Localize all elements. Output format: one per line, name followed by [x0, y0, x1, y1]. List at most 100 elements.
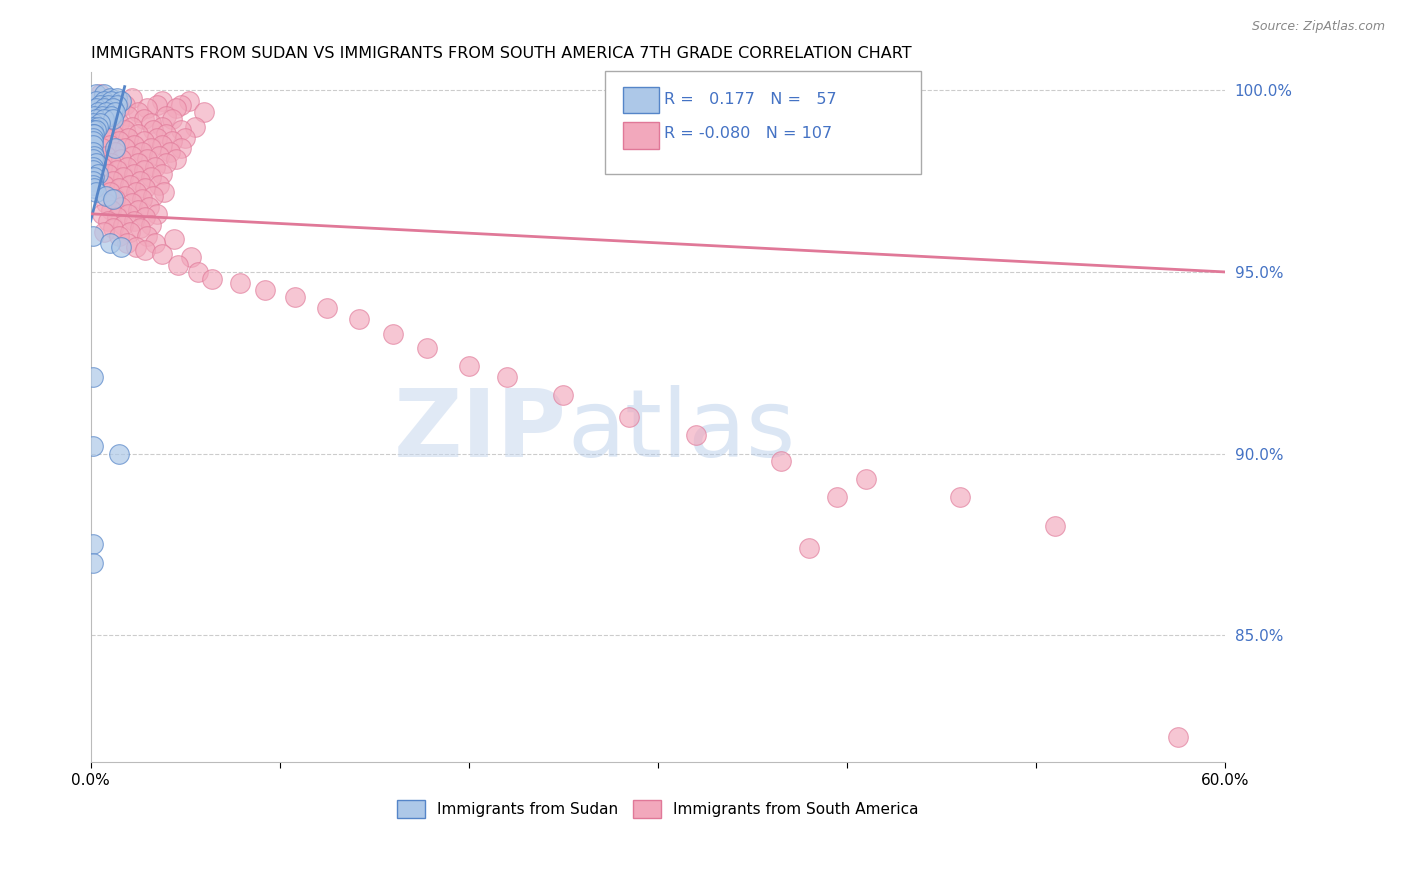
- Point: [82, 537, 104, 551]
- Point: [457, 359, 479, 374]
- Point: [98, 105, 121, 120]
- Point: [316, 301, 339, 316]
- Point: [125, 185, 148, 199]
- Point: [111, 170, 134, 185]
- Point: [170, 123, 193, 137]
- Point: [152, 120, 174, 134]
- Point: [104, 105, 127, 120]
- Point: [284, 290, 307, 304]
- Point: [94, 188, 117, 202]
- Point: [152, 167, 174, 181]
- Point: [114, 97, 136, 112]
- Point: [115, 235, 138, 250]
- Point: [152, 94, 174, 108]
- Point: [347, 312, 370, 326]
- Point: [84, 123, 107, 137]
- Point: [193, 105, 215, 120]
- Point: [84, 112, 107, 127]
- Point: [114, 123, 136, 137]
- Point: [148, 178, 170, 192]
- Point: [117, 207, 139, 221]
- Point: [103, 192, 125, 206]
- Point: [82, 556, 104, 570]
- Point: [108, 447, 131, 461]
- Point: [139, 116, 162, 130]
- Point: [94, 130, 117, 145]
- Point: [83, 109, 105, 123]
- Point: [382, 326, 405, 341]
- Text: IMMIGRANTS FROM SUDAN VS IMMIGRANTS FROM SOUTH AMERICA 7TH GRADE CORRELATION CHA: IMMIGRANTS FROM SUDAN VS IMMIGRANTS FROM…: [90, 46, 911, 62]
- Point: [83, 181, 105, 195]
- Point: [155, 109, 177, 123]
- Point: [134, 243, 156, 257]
- Point: [128, 174, 150, 188]
- Point: [115, 160, 138, 174]
- Point: [619, 410, 641, 425]
- Point: [127, 203, 149, 218]
- Point: [82, 178, 104, 192]
- Point: [416, 341, 439, 355]
- Point: [1167, 730, 1189, 744]
- Point: [97, 214, 120, 228]
- Point: [136, 228, 159, 243]
- Point: [139, 170, 162, 185]
- Point: [103, 174, 125, 188]
- Point: [84, 87, 107, 101]
- Point: [949, 490, 972, 504]
- Point: [152, 137, 174, 152]
- Point: [114, 188, 136, 202]
- Point: [98, 90, 121, 104]
- Point: [84, 156, 107, 170]
- Point: [103, 102, 125, 116]
- Point: [827, 490, 849, 504]
- Point: [159, 145, 181, 159]
- Point: [180, 251, 202, 265]
- Text: atlas: atlas: [567, 385, 796, 477]
- Point: [94, 105, 117, 120]
- Point: [146, 207, 169, 221]
- Point: [93, 112, 115, 127]
- Point: [105, 97, 128, 112]
- Point: [108, 102, 131, 116]
- Point: [104, 145, 127, 159]
- Point: [97, 97, 120, 112]
- Point: [105, 90, 128, 104]
- Point: [82, 127, 104, 141]
- Point: [170, 97, 193, 112]
- Point: [125, 239, 148, 253]
- Point: [84, 94, 107, 108]
- Point: [98, 120, 121, 134]
- Point: [108, 228, 131, 243]
- Point: [94, 109, 117, 123]
- Point: [122, 167, 145, 181]
- Point: [120, 178, 142, 192]
- Point: [146, 130, 169, 145]
- Point: [91, 109, 114, 123]
- Point: [82, 123, 104, 137]
- Point: [103, 127, 125, 141]
- Point: [165, 153, 187, 167]
- Point: [495, 370, 517, 384]
- Point: [82, 130, 104, 145]
- Point: [229, 276, 252, 290]
- Point: [89, 116, 111, 130]
- Point: [142, 188, 165, 202]
- Point: [82, 120, 104, 134]
- Point: [89, 87, 111, 101]
- Point: [122, 214, 145, 228]
- Point: [121, 90, 143, 104]
- Text: R =   0.177   N =   57: R = 0.177 N = 57: [664, 92, 837, 106]
- Point: [83, 170, 105, 185]
- Point: [143, 235, 166, 250]
- Point: [174, 130, 197, 145]
- Point: [111, 218, 134, 232]
- Point: [142, 123, 165, 137]
- Point: [155, 127, 177, 141]
- Point: [82, 116, 104, 130]
- Point: [100, 156, 122, 170]
- Point: [132, 134, 155, 148]
- Point: [93, 94, 115, 108]
- Point: [155, 156, 177, 170]
- Point: [94, 195, 117, 210]
- Point: [110, 94, 132, 108]
